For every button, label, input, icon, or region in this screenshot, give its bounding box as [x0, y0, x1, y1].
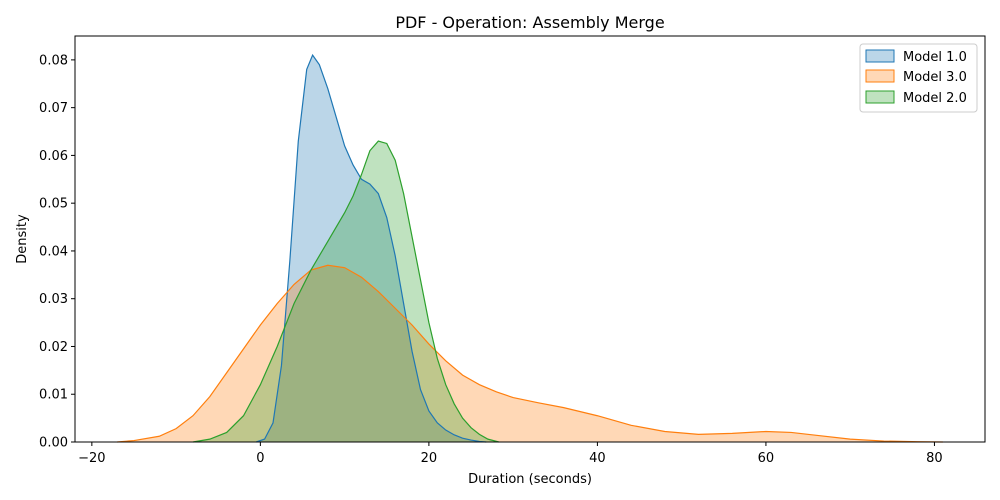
y-tick-label: 0.00	[39, 436, 68, 451]
x-tick-label: 40	[589, 451, 606, 466]
density-area-model-1-0	[256, 55, 487, 443]
density-line-model-1-0	[255, 53, 487, 443]
x-axis: −20 0 20 40 60 80	[78, 442, 943, 466]
y-axis-label: Density	[15, 214, 30, 264]
y-tick-label: 0.04	[39, 244, 68, 259]
legend-swatch-model-1-0	[865, 49, 895, 63]
legend-swatch-model-2-0	[865, 90, 895, 104]
density-line-model-2-0	[192, 140, 499, 443]
series-layer	[117, 53, 943, 443]
y-tick-label: 0.02	[39, 340, 68, 355]
x-tick-label: 20	[421, 451, 438, 466]
x-axis-label: Duration (seconds)	[468, 472, 592, 487]
x-tick-label: 80	[926, 451, 943, 466]
density-area-model-3-0	[117, 265, 943, 442]
y-tick-label: 0.07	[39, 101, 68, 116]
legend: Model 1.0 Model 3.0 Model 2.0	[859, 43, 978, 113]
x-tick-label: 60	[758, 451, 775, 466]
x-tick-label: −20	[78, 451, 105, 466]
density-area-model-2-0	[192, 141, 499, 442]
legend-label-model-2-0: Model 2.0	[903, 91, 967, 106]
y-tick-label: 0.01	[39, 388, 68, 403]
legend-swatch-model-3-0	[865, 69, 895, 83]
chart-title: PDF - Operation: Assembly Merge	[395, 13, 664, 32]
legend-label-model-3-0: Model 3.0	[903, 70, 967, 85]
y-tick-label: 0.05	[39, 197, 68, 212]
legend-label-model-1-0: Model 1.0	[903, 50, 967, 65]
legend-frame	[859, 43, 978, 113]
plot-frame	[74, 35, 986, 443]
y-axis: 0.00 0.01 0.02 0.03 0.04 0.05 0.06 0.07 0.08	[39, 53, 75, 451]
y-tick-label: 0.06	[39, 149, 68, 164]
x-tick-label: 0	[256, 451, 264, 466]
y-tick-label: 0.03	[39, 292, 68, 307]
density-line-model-3-0	[117, 264, 943, 443]
y-tick-label: 0.08	[39, 53, 68, 68]
